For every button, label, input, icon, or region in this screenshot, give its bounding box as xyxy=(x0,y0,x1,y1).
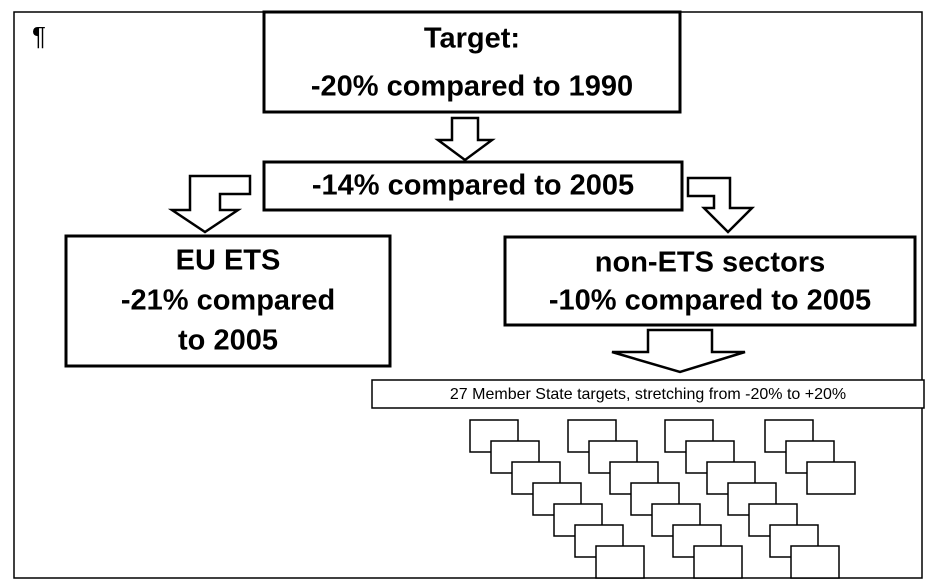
middle-box xyxy=(262,160,684,212)
arrow-down xyxy=(434,116,496,162)
member-state-box xyxy=(595,545,645,579)
eu-ets-box xyxy=(64,234,392,368)
member-states-box xyxy=(371,379,925,409)
target-box xyxy=(262,10,682,114)
member-state-boxes xyxy=(469,419,856,579)
pilcrow: ¶ xyxy=(32,21,46,51)
non-ets-box xyxy=(503,235,917,327)
eu-ets-line: to 2005 xyxy=(178,325,278,357)
member-state-box xyxy=(806,461,856,495)
middle-text: -14% compared to 2005 xyxy=(312,170,634,202)
target-text: -20% compared to 1990 xyxy=(311,71,633,103)
target-title: Target: xyxy=(424,23,520,55)
eu-ets-line: -21% compared xyxy=(121,285,335,317)
non-ets-line: -10% compared to 2005 xyxy=(549,285,871,317)
member-states-text: 27 Member State targets, stretching from… xyxy=(450,386,846,403)
member-state-box xyxy=(790,545,840,579)
arrow-right xyxy=(686,176,756,234)
arrow-down-wide xyxy=(611,328,746,374)
non-ets-line: non-ETS sectors xyxy=(595,247,825,279)
arrow-left xyxy=(167,174,252,234)
eu-ets-line: EU ETS xyxy=(176,245,281,277)
member-state-box xyxy=(693,545,743,579)
